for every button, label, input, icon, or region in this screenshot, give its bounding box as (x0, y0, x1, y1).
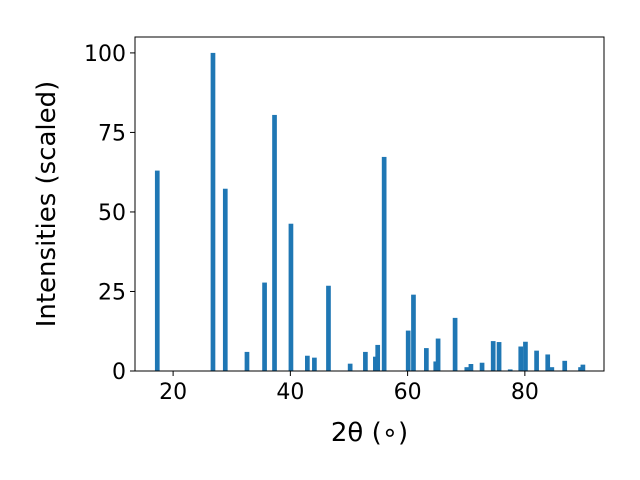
bar-1 (210, 52, 216, 372)
bar-8 (312, 357, 317, 371)
y-axis-label: Intensities (scaled) (32, 81, 62, 328)
bar-28 (523, 341, 528, 371)
bar-18 (433, 361, 439, 371)
bar-21 (464, 367, 470, 371)
bar-24 (490, 341, 496, 371)
bar-14 (381, 156, 387, 371)
bar-19 (435, 338, 441, 371)
plot-frame (134, 36, 605, 372)
y-tick-label-25: 25 (98, 280, 126, 305)
y-tick-label-100: 100 (84, 42, 126, 67)
bar-20 (452, 317, 458, 371)
bar-30 (545, 354, 551, 371)
bar-22 (468, 364, 474, 371)
bar-5 (272, 114, 277, 372)
bar-16 (411, 294, 416, 371)
y-tick-label-75: 75 (98, 121, 126, 146)
y-tick-label-50: 50 (98, 201, 126, 226)
x-tick-label-20: 20 (159, 380, 187, 405)
bar-17 (424, 348, 429, 371)
x-axis-label: 2θ (∘) (331, 418, 408, 448)
x-axis: 20 40 60 80 (159, 371, 539, 405)
bars-group (154, 52, 586, 372)
bar-3 (244, 351, 250, 371)
bar-15 (405, 330, 411, 371)
bar-26 (507, 369, 513, 371)
bar-23 (479, 362, 485, 371)
bar-32 (562, 360, 568, 371)
bar-31 (549, 367, 555, 371)
bar-2 (222, 188, 228, 371)
bar-13 (375, 344, 381, 371)
bar-7 (305, 355, 310, 371)
y-axis: 0 25 50 75 100 (84, 42, 135, 385)
bar-0 (154, 170, 160, 371)
bar-6 (288, 223, 294, 371)
bar-27 (518, 346, 524, 371)
bar-4 (262, 282, 267, 371)
bar-33 (578, 367, 583, 371)
x-tick-label-80: 80 (511, 380, 539, 405)
bar-34 (580, 364, 586, 371)
bar-9 (326, 285, 331, 371)
bar-29 (534, 350, 539, 371)
bar-11 (363, 351, 368, 371)
bar-10 (347, 363, 353, 371)
bar-25 (496, 342, 502, 371)
x-tick-label-60: 60 (394, 380, 422, 405)
x-tick-label-40: 40 (276, 380, 304, 405)
y-tick-label-0: 0 (112, 360, 126, 385)
